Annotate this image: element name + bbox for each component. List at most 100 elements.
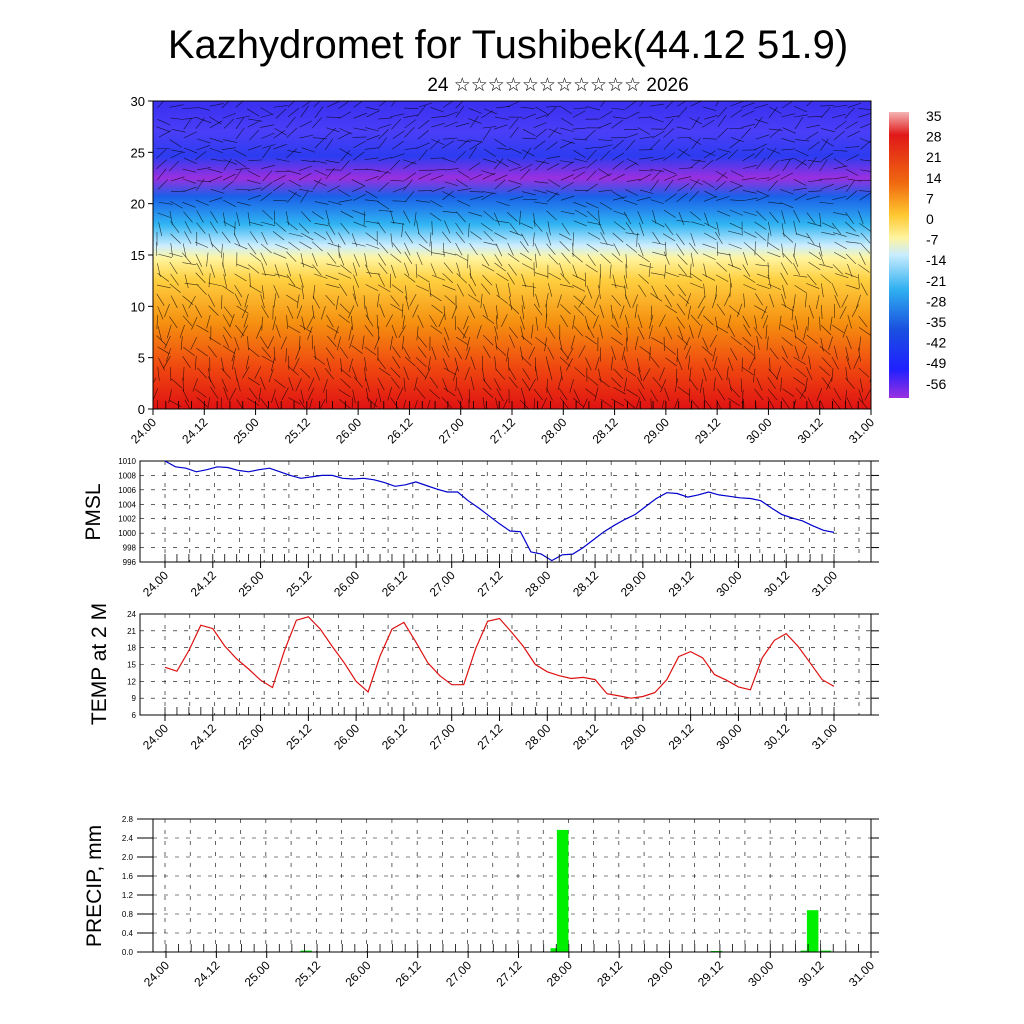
wind-barb: [222, 112, 236, 119]
wind-barb: [509, 196, 524, 201]
wind-barb: [600, 110, 613, 119]
wind-barb: [508, 326, 518, 339]
wind-barb: [404, 127, 415, 138]
wind-barb: [858, 397, 868, 409]
wind-barb: [713, 377, 716, 392]
wind-barb: [377, 221, 386, 234]
wind-barb: [652, 376, 662, 389]
wind-barb: [522, 137, 537, 140]
wind-barb: [821, 377, 831, 389]
wind-barb: [756, 195, 770, 202]
wind-barb: [769, 357, 771, 372]
wind-barb: [665, 241, 667, 256]
wind-barb: [831, 368, 834, 383]
wind-barb: [806, 212, 816, 225]
wind-barb: [598, 189, 613, 192]
wind-barb: [416, 326, 419, 341]
wind-barb: [689, 211, 702, 221]
wind-barb: [546, 163, 560, 171]
wind-barb: [873, 232, 880, 244]
wind-barb: [442, 284, 456, 291]
wind-barb: [312, 117, 322, 128]
wind-barb: [638, 149, 653, 151]
wind-barb: [231, 347, 237, 362]
wind-barb: [704, 190, 718, 198]
x-tick-label: 24.12: [188, 568, 219, 599]
wind-barb: [416, 387, 426, 399]
wind-barb: [829, 316, 833, 331]
wind-barb: [846, 190, 858, 200]
wind-barb: [506, 272, 515, 285]
wind-barb: [781, 293, 787, 308]
wind-barb: [807, 222, 822, 227]
wind-barb: [353, 151, 365, 161]
wind-barb: [611, 284, 626, 288]
x-tick-label: 31.00: [809, 568, 840, 599]
wind-barb: [572, 166, 586, 172]
wind-barb: [311, 211, 324, 220]
wind-barb: [157, 119, 171, 126]
wind-barb: [599, 304, 605, 319]
wind-barb: [416, 220, 420, 235]
wind-barb: [820, 183, 834, 190]
wind-barb: [755, 134, 770, 140]
wind-barb: [724, 293, 731, 307]
wind-barb: [365, 284, 379, 292]
wind-barb: [781, 345, 789, 359]
colorbar-label: 28: [926, 129, 942, 145]
wind-barb: [223, 387, 229, 401]
wind-barb: [769, 159, 780, 171]
wind-barb: [365, 127, 380, 132]
wind-barb: [715, 274, 729, 282]
colorbar-label: -49: [926, 355, 946, 371]
wind-barb: [417, 314, 424, 328]
wind-barb: [403, 179, 413, 191]
wind-barb: [254, 366, 262, 380]
wind-barb: [793, 377, 806, 386]
wind-barb: [195, 199, 209, 206]
wind-barb: [858, 210, 864, 225]
wind-barb: [808, 190, 823, 193]
wind-barb: [209, 120, 223, 129]
wind-barb: [808, 251, 821, 260]
wind-barb: [624, 368, 637, 377]
wind-barb: [820, 325, 832, 336]
y-tick-label: 2.4: [122, 834, 134, 843]
wind-barb: [559, 356, 571, 367]
wind-barb: [701, 346, 713, 356]
wind-barb: [429, 200, 443, 208]
wind-barb: [638, 284, 647, 297]
wind-barb: [467, 294, 480, 303]
wind-barb: [665, 101, 674, 109]
pmsl-frame: [139, 460, 872, 563]
wind-barb: [307, 387, 315, 401]
wind-barb: [690, 273, 703, 282]
wind-barb: [443, 101, 454, 108]
wind-barb: [404, 172, 417, 181]
wind-barb: [156, 314, 159, 329]
wind-barb: [353, 254, 360, 268]
wind-barb: [573, 150, 586, 158]
wind-barb: [209, 147, 223, 154]
wind-barb: [299, 399, 306, 409]
colorbar-label: -28: [926, 293, 946, 309]
wind-barb: [365, 387, 369, 402]
wind-barb: [860, 123, 871, 129]
wind-barb: [430, 263, 437, 277]
wind-barb: [730, 336, 742, 346]
wind-barb: [533, 189, 548, 194]
wind-barb: [256, 325, 262, 339]
wind-barb: [351, 179, 365, 186]
wind-barb: [767, 274, 772, 289]
wind-barb: [859, 378, 864, 393]
wind-barb: [795, 139, 810, 142]
wind-barb: [586, 106, 600, 111]
wind-barb: [572, 274, 586, 281]
wind-barb: [831, 113, 846, 119]
wind-barb: [403, 160, 416, 170]
wind-barb: [377, 124, 392, 129]
wind-barb: [362, 335, 365, 350]
wind-barb: [858, 274, 860, 289]
wind-barb: [274, 378, 286, 389]
wind-barb: [793, 114, 808, 118]
